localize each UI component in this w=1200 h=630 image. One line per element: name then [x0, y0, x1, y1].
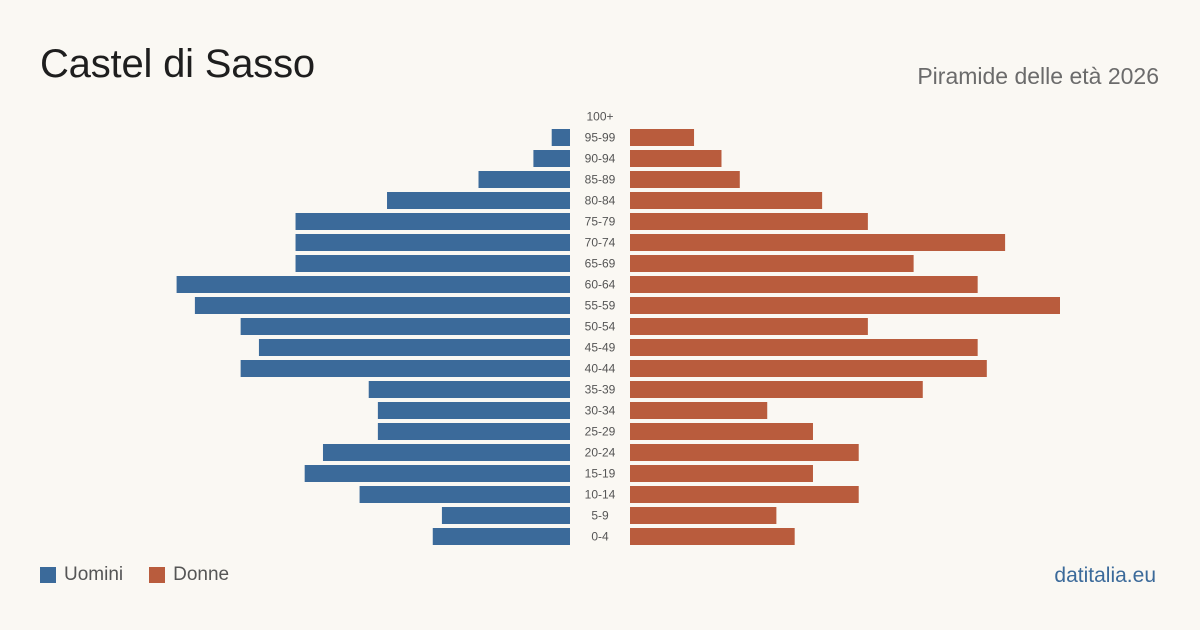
legend-label-women: Donne	[173, 564, 230, 585]
age-label-95-99: 95-99	[585, 131, 616, 145]
brand-link[interactable]: datitalia.eu	[1054, 564, 1156, 587]
age-label-75-79: 75-79	[585, 215, 616, 229]
age-label-55-59: 55-59	[585, 299, 616, 313]
bar-men-80-84	[387, 192, 570, 209]
population-pyramid: 100+ 95-99 90-94 85-89 80-84 75-79 70-74 65-69 6…	[176, 110, 1060, 545]
age-label-90-94: 90-94	[585, 152, 616, 166]
bar-women-10-14	[630, 486, 859, 503]
legend-label-men: Uomini	[64, 564, 124, 585]
bar-women-50-54	[630, 318, 868, 335]
bar-men-15-19	[304, 465, 570, 482]
bar-women-15-19	[630, 465, 813, 482]
age-label-20-24: 20-24	[585, 446, 616, 460]
bar-men-95-99	[551, 129, 570, 146]
bar-men-90-94	[533, 150, 570, 167]
bar-women-70-74	[630, 234, 1006, 251]
age-label-30-34: 30-34	[585, 404, 616, 418]
bar-women-25-29	[630, 423, 813, 440]
bar-men-60-64	[176, 276, 570, 293]
bar-men-20-24	[322, 444, 570, 461]
bar-men-40-44	[240, 360, 570, 377]
bar-women-65-69	[630, 255, 914, 272]
age-label-25-29: 25-29	[585, 425, 616, 439]
bar-men-10-14	[359, 486, 570, 503]
chart-subtitle: Piramide delle età 2026	[917, 63, 1159, 89]
bar-women-75-79	[630, 213, 868, 230]
legend-swatch-men	[40, 567, 56, 583]
legend-swatch-women	[149, 567, 166, 583]
bar-women-5-9	[630, 507, 777, 524]
bar-women-20-24	[630, 444, 859, 461]
bar-women-95-99	[630, 129, 695, 146]
legend-item-men: Uomini	[40, 564, 123, 586]
age-label-10-14: 10-14	[585, 488, 616, 502]
bar-women-90-94	[630, 150, 722, 167]
bar-women-55-59	[630, 297, 1060, 314]
age-label-40-44: 40-44	[585, 362, 616, 376]
age-label-50-54: 50-54	[585, 320, 616, 334]
bar-women-30-34	[630, 402, 768, 419]
bar-men-0-4	[432, 528, 570, 545]
bar-men-5-9	[441, 507, 570, 524]
bar-women-85-89	[630, 171, 740, 188]
bar-men-45-49	[258, 339, 570, 356]
age-label-100-plus: 100+	[586, 110, 613, 124]
bar-men-50-54	[240, 318, 570, 335]
bar-men-65-69	[295, 255, 570, 272]
age-label-60-64: 60-64	[585, 278, 616, 292]
age-label-45-49: 45-49	[585, 341, 616, 355]
legend-item-women: Donne	[149, 564, 229, 586]
bar-women-0-4	[630, 528, 795, 545]
bar-men-70-74	[295, 234, 570, 251]
bar-men-30-34	[377, 402, 570, 419]
chart-title: Castel di Sasso	[40, 42, 315, 86]
bar-women-35-39	[630, 381, 923, 398]
age-label-15-19: 15-19	[585, 467, 616, 481]
bar-men-75-79	[295, 213, 570, 230]
bar-women-45-49	[630, 339, 978, 356]
age-label-0-4: 0-4	[591, 530, 609, 544]
bar-men-85-89	[478, 171, 570, 188]
age-label-70-74: 70-74	[585, 236, 616, 250]
age-label-80-84: 80-84	[585, 194, 616, 208]
age-label-65-69: 65-69	[585, 257, 616, 271]
bar-men-35-39	[368, 381, 570, 398]
age-label-85-89: 85-89	[585, 173, 616, 187]
bar-women-40-44	[630, 360, 987, 377]
age-label-5-9: 5-9	[591, 509, 609, 523]
age-label-35-39: 35-39	[585, 383, 616, 397]
bar-men-25-29	[377, 423, 570, 440]
bar-women-60-64	[630, 276, 978, 293]
legend: Uomini Donne	[40, 564, 255, 586]
bar-women-80-84	[630, 192, 823, 209]
bar-men-55-59	[194, 297, 570, 314]
